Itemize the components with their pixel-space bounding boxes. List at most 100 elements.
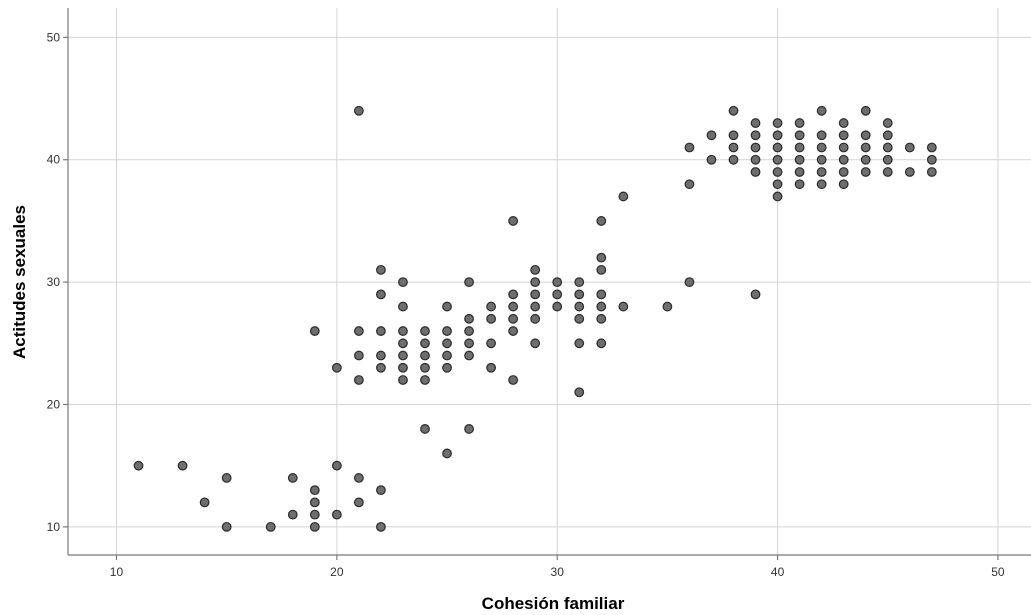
data-point [596, 301, 607, 312]
data-point [309, 521, 320, 532]
data-point [420, 375, 430, 385]
data-point [199, 497, 210, 508]
x-tick-label: 10 [110, 565, 124, 579]
data-point [287, 509, 298, 520]
data-point [221, 473, 232, 483]
data-point [684, 277, 695, 288]
data-point [464, 313, 474, 324]
data-point [596, 264, 607, 275]
data-point [750, 154, 761, 165]
data-point [376, 350, 386, 361]
data-point [420, 350, 430, 361]
data-point [133, 460, 144, 471]
data-point [309, 326, 320, 336]
data-point [882, 154, 893, 165]
data-point [838, 167, 849, 177]
data-point [464, 277, 474, 288]
data-point [750, 289, 761, 300]
axes [67, 8, 1031, 556]
data-point [442, 350, 452, 361]
data-point [596, 216, 607, 226]
data-point [596, 338, 607, 349]
data-point [882, 130, 893, 141]
data-point [486, 301, 497, 312]
data-point [552, 301, 563, 312]
y-tick-label: 40 [47, 153, 61, 167]
data-point [926, 142, 937, 153]
data-point [420, 338, 430, 349]
x-tick-label: 40 [771, 565, 785, 579]
data-point [574, 289, 585, 300]
data-point [860, 154, 871, 165]
data-point [353, 105, 364, 116]
data-point [420, 326, 430, 336]
data-point [376, 362, 386, 373]
data-point [816, 142, 827, 153]
data-point [838, 142, 849, 153]
data-point [464, 338, 474, 349]
data-point [376, 289, 386, 300]
data-point [309, 497, 320, 508]
data-point [442, 301, 452, 312]
data-point [618, 301, 629, 312]
data-point [794, 130, 805, 141]
data-point [486, 313, 497, 324]
data-point [398, 350, 408, 361]
data-point [508, 289, 519, 300]
data-point [530, 301, 541, 312]
x-tick-label: 30 [551, 565, 565, 579]
data-point [728, 105, 739, 116]
data-point [772, 179, 783, 190]
data-point [794, 179, 805, 190]
data-point [442, 326, 452, 336]
data-point [772, 167, 783, 177]
data-point [838, 154, 849, 165]
data-point [177, 460, 188, 471]
data-point [728, 154, 739, 165]
data-point [860, 105, 871, 116]
data-point [464, 424, 474, 434]
data-point [221, 521, 232, 532]
data-point [838, 118, 849, 128]
data-point [816, 105, 827, 116]
data-point [398, 326, 408, 336]
data-point [684, 142, 695, 153]
data-point [772, 118, 783, 128]
data-point [926, 154, 937, 165]
data-point [530, 277, 541, 288]
data-point [574, 277, 585, 288]
data-point [464, 350, 474, 361]
data-points [133, 105, 937, 532]
data-point [508, 301, 519, 312]
data-point [353, 375, 364, 385]
data-point [530, 289, 541, 300]
data-point [596, 289, 607, 300]
data-point [508, 313, 519, 324]
data-point [772, 142, 783, 153]
data-point [794, 167, 805, 177]
data-point [816, 154, 827, 165]
y-tick-label: 50 [47, 30, 61, 44]
data-point [596, 252, 607, 263]
data-point [596, 313, 607, 324]
y-axis-title: Actitudes sexuales [10, 205, 29, 359]
data-point [331, 362, 342, 373]
data-point [574, 387, 585, 398]
data-point [508, 375, 519, 385]
data-point [353, 326, 364, 336]
data-point [772, 191, 783, 202]
data-point [398, 362, 408, 373]
data-point [618, 191, 629, 202]
data-point [750, 167, 761, 177]
data-point [398, 277, 408, 288]
data-point [750, 142, 761, 153]
data-point [772, 130, 783, 141]
data-point [530, 264, 541, 275]
data-point [486, 362, 497, 373]
data-point [442, 338, 452, 349]
data-point [353, 473, 364, 483]
data-point [574, 301, 585, 312]
data-point [794, 118, 805, 128]
data-point [750, 118, 761, 128]
